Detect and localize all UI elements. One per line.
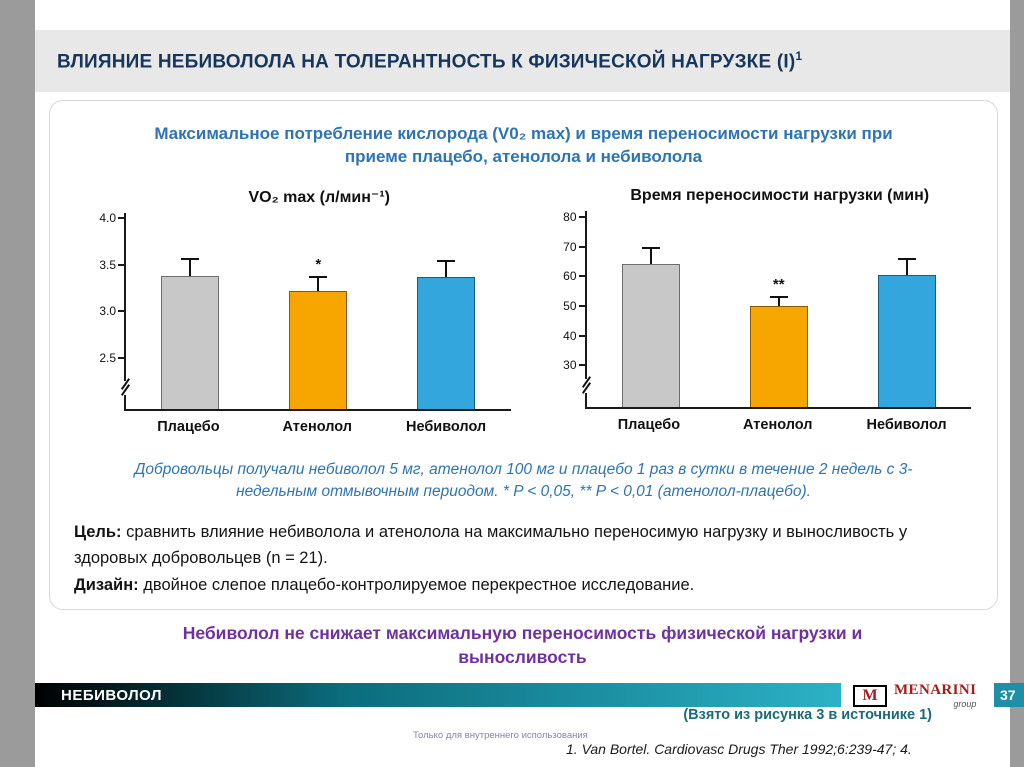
internal-use-note: Только для внутреннего использования bbox=[413, 730, 588, 741]
x-category-label: Плацебо bbox=[617, 416, 681, 433]
study-design: Дизайн: двойное слепое плацебо-контролир… bbox=[74, 573, 973, 599]
section-heading: Максимальное потребление кислорода (V0₂ … bbox=[154, 124, 893, 166]
goal-label: Цель: bbox=[74, 523, 122, 542]
y-tick-label: 4.0 bbox=[99, 211, 116, 226]
bar-slot bbox=[587, 211, 715, 407]
footer-bar: НЕБИВОЛОЛ bbox=[35, 683, 841, 707]
bar-2 bbox=[289, 290, 348, 409]
y-tick-label: 3.0 bbox=[99, 304, 116, 319]
study-note: Добровольцы получали небиволол 5 мг, ате… bbox=[134, 460, 913, 500]
design-text: двойное слепое плацебо-контролируемое пе… bbox=[138, 576, 695, 595]
conclusion-statement: Небиволол не снижает максимальную перено… bbox=[182, 623, 863, 667]
bar-2 bbox=[749, 305, 808, 407]
bar-1 bbox=[621, 264, 680, 407]
page-title: ВЛИЯНИЕ НЕБИВОЛОЛА НА ТОЛЕРАНТНОСТЬ К ФИ… bbox=[57, 49, 802, 73]
x-axis-labels: Плацебо Атенолол Небиволол bbox=[124, 419, 511, 435]
bar-3 bbox=[417, 276, 476, 409]
page-title-text: ВЛИЯНИЕ НЕБИВОЛОЛА НА ТОЛЕРАНТНОСТЬ К ФИ… bbox=[57, 51, 796, 73]
y-tick-label: 80 bbox=[563, 209, 577, 224]
slide-title-band: ВЛИЯНИЕ НЕБИВОЛОЛА НА ТОЛЕРАНТНОСТЬ К ФИ… bbox=[35, 30, 1010, 92]
x-category-label: Атенолол bbox=[282, 418, 352, 435]
reference-citation: 1. Van Bortel. Cardiovasc Drugs Ther 199… bbox=[566, 741, 912, 757]
title-footnote-marker: 1 bbox=[795, 48, 803, 63]
figure-source-note: (Взято из рисунка 3 в источнике 1) bbox=[683, 707, 932, 723]
axis-break-icon bbox=[118, 381, 133, 396]
page-number: 37 bbox=[994, 683, 1024, 707]
x-axis-labels: Плацебо Атенолол Небиволол bbox=[585, 417, 972, 433]
plot-area: ** 30 40 50 60 70 80 bbox=[563, 210, 972, 409]
error-bar-line bbox=[189, 260, 192, 277]
x-category-label: Небиволол bbox=[866, 416, 947, 433]
bar-slot bbox=[382, 213, 510, 409]
y-tick-mark bbox=[578, 275, 587, 278]
significance-marker: ** bbox=[772, 275, 785, 293]
y-tick-mark bbox=[578, 364, 587, 367]
error-bar-line bbox=[445, 262, 448, 277]
significance-marker: * bbox=[315, 256, 322, 274]
y-tick-label: 2.5 bbox=[99, 350, 116, 365]
design-label: Дизайн: bbox=[74, 576, 139, 595]
y-tick-label: 70 bbox=[563, 239, 577, 254]
menarini-logo: M MENARINI group bbox=[841, 681, 1010, 711]
y-tick-mark bbox=[578, 245, 587, 248]
y-tick-label: 3.5 bbox=[99, 257, 116, 272]
error-bar bbox=[309, 276, 328, 291]
error-bar bbox=[437, 260, 456, 277]
y-tick-label: 30 bbox=[563, 358, 577, 373]
error-bar-line bbox=[905, 260, 908, 275]
chart-title-vo2max: VO₂ max (л/мин⁻¹) bbox=[248, 188, 390, 206]
y-tick-mark bbox=[118, 263, 126, 266]
y-tick-label: 60 bbox=[563, 269, 577, 284]
charts-row: VO₂ max (л/мин⁻¹) * 2.5 3.0 3.5 4.0 Плацебо… bbox=[72, 187, 975, 435]
top-strip bbox=[35, 0, 1010, 30]
bar-3 bbox=[877, 274, 936, 407]
error-bar bbox=[641, 246, 660, 265]
goal-text: сравнить влияние небиволола и атенолола … bbox=[74, 523, 908, 567]
vo2max-chart: VO₂ max (л/мин⁻¹) * 2.5 3.0 3.5 4.0 Плацебо… bbox=[72, 187, 515, 435]
footer-drug-name: НЕБИВОЛОЛ bbox=[61, 686, 162, 704]
x-category-label: Атенолол bbox=[743, 416, 813, 433]
study-goal: Цель: сравнить влияние небиволола и атен… bbox=[74, 520, 973, 571]
error-bar-line bbox=[777, 297, 780, 306]
error-bar bbox=[769, 295, 788, 306]
exercise-time-chart: Время переносимости нагрузки (мин) ** 30… bbox=[533, 187, 976, 435]
axis-break-icon bbox=[578, 379, 594, 394]
menarini-logo-icon: M bbox=[853, 685, 887, 707]
slide: ВЛИЯНИЕ НЕБИВОЛОЛА НА ТОЛЕРАНТНОСТЬ К ФИ… bbox=[35, 0, 1010, 767]
bars-container: ** bbox=[587, 211, 972, 407]
error-bar-line bbox=[649, 248, 652, 265]
y-tick-mark bbox=[118, 310, 126, 313]
logo-text-block: MENARINI group bbox=[894, 682, 977, 710]
bar-slot bbox=[843, 211, 971, 407]
error-bar-line bbox=[317, 278, 320, 291]
bar-slot: * bbox=[254, 213, 382, 409]
y-tick-mark bbox=[578, 215, 587, 218]
y-tick-label: 40 bbox=[563, 328, 577, 343]
y-tick-mark bbox=[118, 217, 126, 220]
error-bar bbox=[897, 258, 916, 275]
bar-1 bbox=[161, 276, 220, 409]
y-tick-mark bbox=[578, 334, 587, 337]
y-tick-mark bbox=[118, 356, 126, 359]
y-tick-mark bbox=[578, 304, 587, 307]
content-card: Максимальное потребление кислорода (V0₂ … bbox=[49, 100, 998, 610]
logo-subtitle: group bbox=[953, 699, 977, 709]
logo-name: MENARINI bbox=[894, 682, 977, 698]
y-tick-label: 50 bbox=[563, 298, 577, 313]
x-category-label: Плацебо bbox=[157, 418, 220, 435]
plot-area: * 2.5 3.0 3.5 4.0 bbox=[99, 211, 511, 411]
bar-slot: ** bbox=[715, 211, 843, 407]
bar-slot bbox=[126, 213, 254, 409]
logo-letter: M bbox=[862, 687, 878, 704]
error-bar bbox=[181, 258, 200, 277]
bars-container: * bbox=[126, 213, 511, 409]
chart-title-exercise-time: Время переносимости нагрузки (мин) bbox=[630, 186, 930, 204]
x-category-label: Небиволол bbox=[405, 418, 487, 435]
